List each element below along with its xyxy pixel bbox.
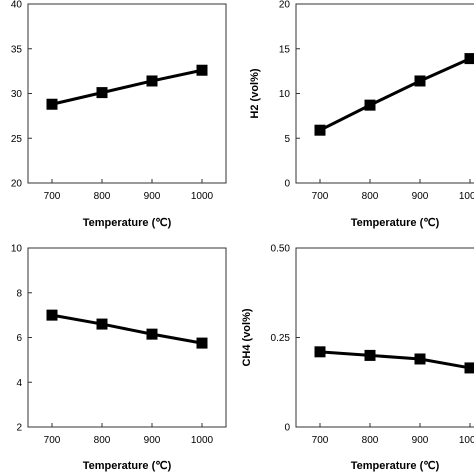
chart-1: 20 25 30 35 40 700 800 900 1000 Temperature (℃) <box>11 0 227 229</box>
data-point-3 <box>414 353 426 365</box>
x-tick-label: 900 <box>144 191 161 202</box>
data-point-2 <box>364 99 376 111</box>
data-point-3 <box>414 75 426 87</box>
data-point-1 <box>314 346 326 358</box>
chart-2: 0 5 10 15 20 700 800 900 1000 Temperature (℃) H2 (… <box>249 0 474 229</box>
data-point-3 <box>146 75 158 87</box>
plot-frame <box>27 3 227 184</box>
x-tick-label: 1000 <box>459 191 474 202</box>
x-axis-label: Temperature (℃) <box>83 460 172 472</box>
data-point-4 <box>464 53 474 65</box>
x-tick-label: 700 <box>44 435 61 446</box>
series-line <box>319 57 471 132</box>
data-point-1 <box>314 124 326 136</box>
y-tick-label: 40 <box>11 0 23 11</box>
y-tick-label: 30 <box>11 89 23 100</box>
data-point-4 <box>196 337 208 349</box>
y-axis-label: CH4 (vol%) <box>241 308 253 366</box>
chart-4: 0 0.25 0.50 700 800 900 1000 Temperature (℃) CH4… <box>241 244 474 472</box>
y-tick-label: 0 <box>284 423 290 434</box>
data-point-1 <box>46 309 58 321</box>
data-point-1 <box>46 98 58 110</box>
y-tick-label: 20 <box>279 0 291 11</box>
chart-3: 2 4 6 8 10 700 800 900 1000 Temperature (℃) <box>11 244 227 472</box>
x-tick-label: 900 <box>412 435 429 446</box>
plot-frame <box>295 247 474 428</box>
y-tick-label: 25 <box>11 134 23 145</box>
x-tick-label: 700 <box>312 435 329 446</box>
x-tick-label: 800 <box>362 435 379 446</box>
series-line <box>51 68 203 106</box>
y-tick-label: 0 <box>284 179 290 190</box>
y-tick-label: 15 <box>279 44 291 55</box>
data-point-4 <box>464 362 474 374</box>
x-axis-label: Temperature (℃) <box>83 217 172 229</box>
data-point-2 <box>364 349 376 361</box>
y-tick-label: 2 <box>16 423 22 434</box>
y-tick-label: 4 <box>16 378 22 389</box>
y-tick-label: 0.50 <box>271 244 291 255</box>
data-point-2 <box>96 87 108 99</box>
x-tick-label: 1000 <box>191 435 214 446</box>
x-tick-label: 800 <box>362 191 379 202</box>
y-tick-label: 6 <box>16 333 22 344</box>
y-tick-label: 35 <box>11 44 23 55</box>
y-tick-label: 20 <box>11 179 23 190</box>
data-point-4 <box>196 64 208 76</box>
x-tick-label: 700 <box>312 191 329 202</box>
x-tick-label: 800 <box>94 191 111 202</box>
series-line <box>319 350 471 370</box>
plot-frame <box>27 247 227 428</box>
x-tick-label: 1000 <box>191 191 214 202</box>
y-tick-label: 10 <box>11 244 23 255</box>
x-tick-label: 900 <box>412 191 429 202</box>
data-point-3 <box>146 328 158 340</box>
x-axis-label: Temperature (℃) <box>351 460 440 472</box>
y-tick-label: 0.25 <box>271 333 291 344</box>
x-tick-label: 700 <box>44 191 61 202</box>
y-tick-label: 8 <box>16 288 22 299</box>
x-tick-label: 900 <box>144 435 161 446</box>
y-tick-label: 5 <box>284 134 290 145</box>
y-axis-label: H2 (vol%) <box>249 68 261 118</box>
plot-frame <box>295 3 474 184</box>
x-tick-label: 1000 <box>459 435 474 446</box>
data-point-2 <box>96 318 108 330</box>
x-axis-label: Temperature (℃) <box>351 217 440 229</box>
y-tick-label: 10 <box>279 89 291 100</box>
x-tick-label: 800 <box>94 435 111 446</box>
series-line <box>51 313 203 345</box>
